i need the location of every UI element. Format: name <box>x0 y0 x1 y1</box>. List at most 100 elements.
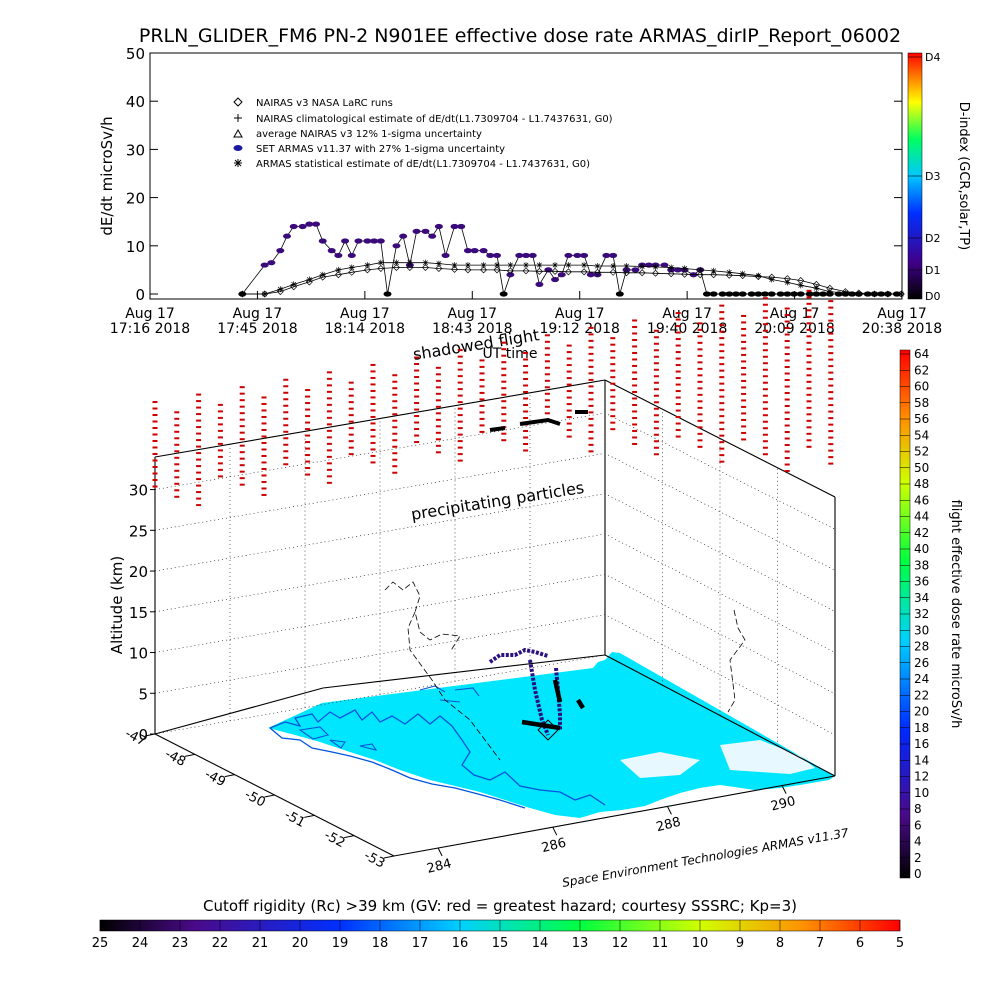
data-point <box>564 252 573 259</box>
colorbar-tick-label: D2 <box>925 232 940 245</box>
data-point <box>341 238 350 244</box>
data-point <box>506 272 515 278</box>
data-point <box>363 238 372 244</box>
flight-track-dark-segments <box>521 679 585 731</box>
d-index-colorbar-label: D-index (GCR,solar,TP) <box>956 102 971 250</box>
data-point <box>261 291 268 297</box>
data-point <box>739 272 747 280</box>
series-diamond <box>238 263 905 298</box>
legend-label: SET ARMAS v11.37 with 27% 1-sigma uncert… <box>256 144 505 155</box>
legend-item-nairas-runs: NAIRAS v3 NASA LaRC runs <box>233 97 393 109</box>
data-point <box>710 271 718 279</box>
data-point <box>451 262 458 269</box>
credit-text: Space Environment Technologies ARMAS v11… <box>561 826 850 890</box>
data-point <box>348 264 355 271</box>
data-point <box>790 291 799 297</box>
data-point <box>581 262 588 269</box>
data-point <box>681 270 689 278</box>
colorbar-tick-label: 2 <box>914 851 922 865</box>
colorbar-tick-label: 20 <box>914 705 929 719</box>
data-point <box>638 269 646 277</box>
shadow-ground-track <box>384 581 746 761</box>
lat-tick <box>264 794 275 798</box>
data-point <box>276 248 285 254</box>
data-point <box>594 263 601 270</box>
colorbar-tick-label: 44 <box>914 510 929 524</box>
ground-map <box>268 652 835 818</box>
data-point <box>593 268 601 276</box>
z-gridline <box>154 493 836 612</box>
data-point <box>290 283 298 291</box>
data-point <box>267 260 276 266</box>
x-tick-label: Aug 17 <box>555 306 605 322</box>
data-point <box>327 248 336 254</box>
data-point <box>492 252 501 259</box>
data-point <box>451 265 459 273</box>
data-point <box>767 291 776 297</box>
data-point <box>726 269 733 276</box>
colorbar-tick-label: 36 <box>914 575 929 589</box>
data-point <box>306 276 313 283</box>
rc-tick-label: 17 <box>412 936 429 951</box>
lat-tick <box>144 733 156 737</box>
colorbar-tick-label: 46 <box>914 493 929 507</box>
colorbar-tick-label: 14 <box>914 753 929 767</box>
data-point <box>348 268 356 276</box>
cutoff-rigidity-bar: Cutoff rigidity (Rc) >39 km (GV: red = g… <box>92 897 904 951</box>
dose-rate-colorbar-label: flight effective dose rate microSv/h <box>948 500 963 729</box>
data-point <box>392 263 400 271</box>
colorbar-tick-label: 12 <box>914 770 929 784</box>
data-point <box>535 281 544 287</box>
lon-tick <box>552 826 558 836</box>
rc-tick-label: 5 <box>896 936 904 951</box>
legend-item-nairas-climatological: NAIRAS climatological estimate of dE/dt(… <box>234 114 613 125</box>
data-point <box>364 262 371 269</box>
data-point <box>377 264 385 272</box>
legend-item-armas-statistical: ARMAS statistical estimate of dE/dt(L1.7… <box>234 159 590 170</box>
data-point <box>667 270 675 278</box>
data-point <box>696 271 704 279</box>
x-tick-label: Aug 17 <box>125 306 175 322</box>
colorbar-tick-label: D3 <box>925 170 940 183</box>
data-point <box>739 270 746 277</box>
lon-tick <box>437 847 443 857</box>
data-point <box>383 291 392 297</box>
series-asterisk <box>239 259 905 297</box>
data-point <box>319 273 327 281</box>
longitude-axis: 284 286 288 290 <box>425 785 797 877</box>
colorbar-tick-label: 10 <box>914 786 929 800</box>
rc-tick-label: 20 <box>292 936 309 951</box>
data-point <box>334 271 342 279</box>
colorbar-tick-label: 30 <box>914 623 929 637</box>
rc-tick-label: 11 <box>652 936 669 951</box>
rc-tick-label: 24 <box>132 936 149 951</box>
data-point <box>552 262 559 269</box>
colorbar-tick-label: 54 <box>914 428 929 442</box>
rc-tick-label: 8 <box>776 936 784 951</box>
data-point <box>435 260 442 267</box>
data-point <box>784 279 791 286</box>
x-tick-label: 17:16 2018 <box>110 321 190 337</box>
data-point <box>506 267 514 275</box>
data-point <box>499 291 508 297</box>
triangle-marker-icon <box>233 128 243 138</box>
data-point <box>422 259 429 266</box>
rc-tick-label: 16 <box>452 936 469 951</box>
data-point <box>668 264 675 271</box>
lon-tick <box>666 806 672 815</box>
colorbar-tick-label: 16 <box>914 737 929 751</box>
data-point <box>522 267 530 275</box>
coastline-islands <box>298 685 480 751</box>
rc-tick-label: 21 <box>252 936 269 951</box>
lat-tick-label: -48 <box>162 747 188 770</box>
data-point <box>464 266 472 274</box>
data-point <box>731 291 740 297</box>
data-point <box>406 259 413 266</box>
colorbar-tick-label: 50 <box>914 461 929 475</box>
data-point <box>393 259 400 266</box>
legend-item-nairas-uncertainty: average NAIRAS v3 12% 1-sigma uncertaint… <box>233 128 482 140</box>
lat-tick-label: -49 <box>202 767 228 790</box>
data-point <box>412 228 421 234</box>
